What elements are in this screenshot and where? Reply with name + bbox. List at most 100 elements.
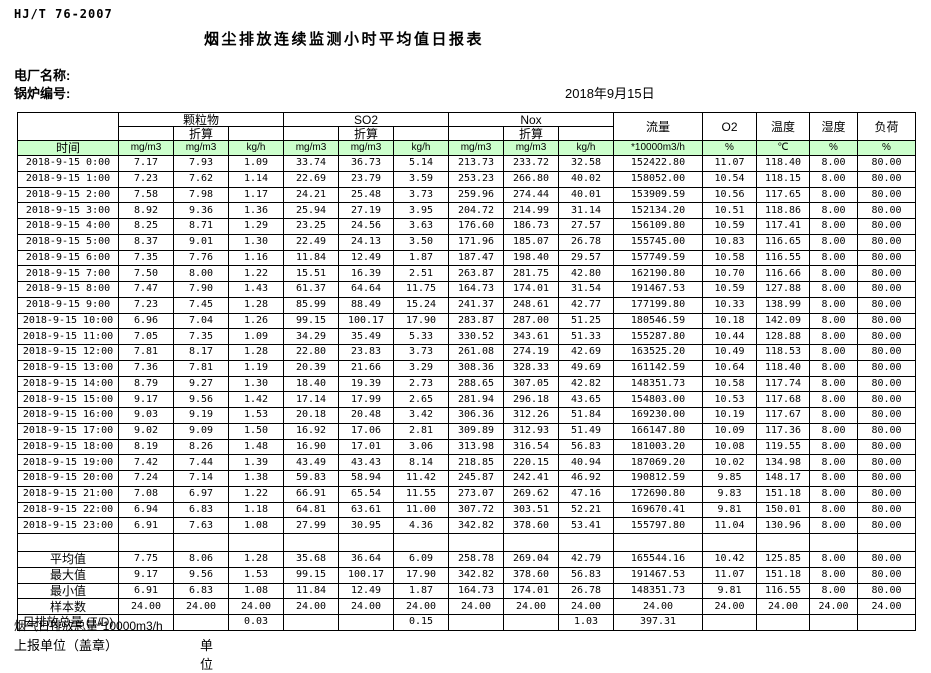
time-cell: 2018-9-15 10:00 — [17, 312, 119, 330]
value-cell: 307.05 — [503, 375, 559, 393]
time-cell: 2018-9-15 6:00 — [17, 249, 119, 267]
value-cell: 10.83 — [702, 233, 757, 251]
time-cell: 2018-9-15 19:00 — [17, 454, 119, 471]
value-cell: 7.63 — [173, 517, 229, 534]
converted-label: 折算 — [173, 126, 229, 141]
value-cell: 8.71 — [173, 218, 229, 235]
col-o2: O2 — [702, 112, 757, 141]
value-cell: 128.88 — [756, 328, 810, 345]
value-cell: 80.00 — [857, 312, 916, 330]
unit-cell: mg/m3 — [448, 140, 504, 156]
summary-value-cell: 24.00 — [756, 598, 810, 615]
value-cell: 22.80 — [283, 344, 339, 361]
value-cell: 18.40 — [283, 375, 339, 393]
value-cell: 1.22 — [228, 485, 284, 503]
value-cell: 8.00 — [809, 407, 858, 424]
value-cell: 3.50 — [393, 233, 449, 251]
summary-value-cell: 164.73 — [448, 582, 504, 600]
value-cell: 198.40 — [503, 249, 559, 267]
summary-value-cell: 9.81 — [702, 582, 757, 600]
summary-value-cell: 397.31 — [613, 614, 703, 631]
time-cell: 2018-9-15 1:00 — [17, 170, 119, 188]
empty-cell — [448, 533, 504, 552]
table-row: 2018-9-15 2:00 7.58 7.98 1.17 24.21 25.48 3.73… — [17, 186, 916, 204]
value-cell: 343.61 — [503, 328, 559, 345]
summary-value-cell: 100.17 — [338, 566, 394, 584]
value-cell: 288.65 — [448, 375, 504, 393]
header-units-row: 时间 mg/m3 mg/m3 kg/h mg/m3 mg/m3 kg/h mg/… — [17, 140, 916, 156]
time-cell: 2018-9-15 21:00 — [17, 485, 119, 503]
report-date: 2018年9月15日 — [565, 86, 655, 101]
value-cell: 8.00 — [809, 344, 858, 361]
table-row: 2018-9-15 9:00 7.23 7.45 1.28 85.99 88.49 15.2… — [17, 296, 916, 314]
value-cell: 8.00 — [809, 501, 858, 519]
summary-value-cell: 11.07 — [702, 566, 757, 584]
value-cell: 1.16 — [228, 249, 284, 267]
value-cell: 161142.59 — [613, 359, 703, 377]
value-cell: 2.65 — [393, 391, 449, 408]
value-cell: 47.16 — [558, 485, 614, 503]
value-cell: 80.00 — [857, 485, 916, 503]
value-cell: 10.08 — [702, 438, 757, 456]
value-cell: 40.01 — [558, 186, 614, 204]
time-cell: 2018-9-15 20:00 — [17, 470, 119, 487]
value-cell: 15.51 — [283, 265, 339, 282]
value-cell: 316.54 — [503, 438, 559, 456]
value-cell: 17.99 — [338, 391, 394, 408]
value-cell: 1.50 — [228, 422, 284, 440]
value-cell: 118.15 — [756, 170, 810, 188]
converted-label: 折算 — [503, 126, 559, 141]
value-cell: 8.00 — [809, 281, 858, 298]
table-row: 2018-9-15 23:00 6.91 7.63 1.08 27.99 30.95 4.3… — [17, 517, 916, 534]
value-cell: 42.77 — [558, 296, 614, 314]
value-cell: 20.39 — [283, 359, 339, 377]
time-cell: 2018-9-15 16:00 — [17, 407, 119, 424]
summary-value-cell: 148351.73 — [613, 582, 703, 600]
col-humidity: 湿度 — [809, 112, 858, 141]
empty-cell — [338, 533, 394, 552]
value-cell: 1.28 — [228, 344, 284, 361]
summary-value-cell: 10.42 — [702, 551, 757, 568]
value-cell: 118.86 — [756, 202, 810, 219]
value-cell: 166147.80 — [613, 422, 703, 440]
value-cell: 164.73 — [448, 281, 504, 298]
value-cell: 8.00 — [809, 328, 858, 345]
col-temperature: 温度 — [756, 112, 810, 141]
value-cell: 35.49 — [338, 328, 394, 345]
summary-value-cell: 80.00 — [857, 566, 916, 584]
value-cell: 8.00 — [809, 202, 858, 219]
value-cell: 8.00 — [809, 312, 858, 330]
value-cell: 11.04 — [702, 517, 757, 534]
value-cell: 6.94 — [118, 501, 174, 519]
summary-value-cell: 7.75 — [118, 551, 174, 568]
value-cell: 148.17 — [756, 470, 810, 487]
unit-cell: ℃ — [756, 140, 810, 156]
value-cell: 1.09 — [228, 155, 284, 172]
value-cell: 117.67 — [756, 407, 810, 424]
value-cell: 8.79 — [118, 375, 174, 393]
value-cell: 88.49 — [338, 296, 394, 314]
value-cell: 174.01 — [503, 281, 559, 298]
value-cell: 8.26 — [173, 438, 229, 456]
value-cell: 158052.00 — [613, 170, 703, 188]
value-cell: 1.08 — [228, 517, 284, 534]
value-cell: 186.73 — [503, 218, 559, 235]
table-row: 2018-9-15 5:00 8.37 9.01 1.30 22.49 24.13 3.50… — [17, 233, 916, 251]
summary-value-cell: 8.00 — [809, 582, 858, 600]
empty-cell — [17, 533, 119, 552]
summary-value-cell: 80.00 — [857, 551, 916, 568]
value-cell: 312.26 — [503, 407, 559, 424]
table-row: 2018-9-15 18:00 8.19 8.26 1.48 16.90 17.01 3.0… — [17, 438, 916, 456]
unit-cell: kg/h — [393, 140, 449, 156]
corner-cell — [17, 112, 119, 141]
value-cell: 308.36 — [448, 359, 504, 377]
value-cell: 7.44 — [173, 454, 229, 471]
summary-value-cell: 8.06 — [173, 551, 229, 568]
value-cell: 20.48 — [338, 407, 394, 424]
value-cell: 138.99 — [756, 296, 810, 314]
value-cell: 3.29 — [393, 359, 449, 377]
value-cell: 27.19 — [338, 202, 394, 219]
value-cell: 8.00 — [809, 470, 858, 487]
empty-cell — [283, 126, 339, 141]
value-cell: 151.18 — [756, 485, 810, 503]
